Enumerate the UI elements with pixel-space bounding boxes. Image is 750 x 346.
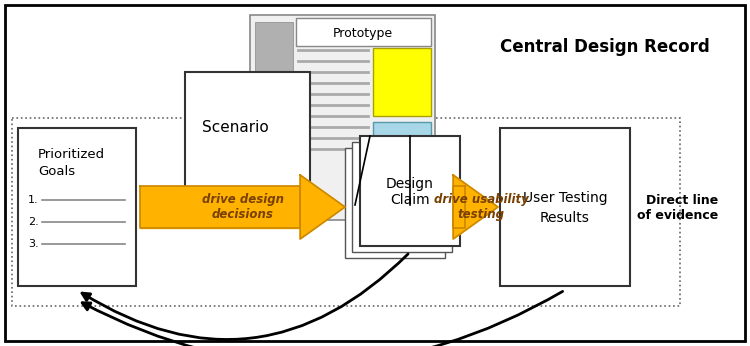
Bar: [250, 15, 435, 220]
Text: drive design
decisions: drive design decisions: [202, 193, 284, 221]
Text: User Testing
Results: User Testing Results: [523, 191, 608, 225]
Polygon shape: [453, 186, 465, 228]
Bar: [373, 48, 431, 116]
Text: Design
Claim: Design Claim: [386, 177, 434, 207]
Text: Prioritized
Goals: Prioritized Goals: [38, 148, 105, 178]
Text: 1.: 1.: [28, 195, 39, 205]
Bar: [352, 142, 452, 252]
Bar: [185, 72, 310, 220]
Bar: [345, 148, 445, 258]
Text: 2.: 2.: [28, 217, 39, 227]
Polygon shape: [453, 175, 498, 239]
Text: Prototype: Prototype: [333, 27, 393, 40]
Polygon shape: [300, 175, 345, 239]
Bar: [360, 136, 460, 246]
Bar: [12, 118, 680, 306]
Polygon shape: [140, 186, 300, 228]
Text: Scenario: Scenario: [202, 120, 268, 136]
Bar: [18, 128, 136, 286]
Bar: [255, 22, 293, 74]
Bar: [373, 122, 431, 182]
Bar: [500, 128, 630, 286]
Text: Direct line
of evidence: Direct line of evidence: [637, 194, 718, 222]
Text: 3.: 3.: [28, 239, 39, 249]
Text: Central Design Record: Central Design Record: [500, 38, 710, 56]
Bar: [296, 18, 431, 46]
Text: drive usability
testing: drive usability testing: [434, 193, 529, 221]
